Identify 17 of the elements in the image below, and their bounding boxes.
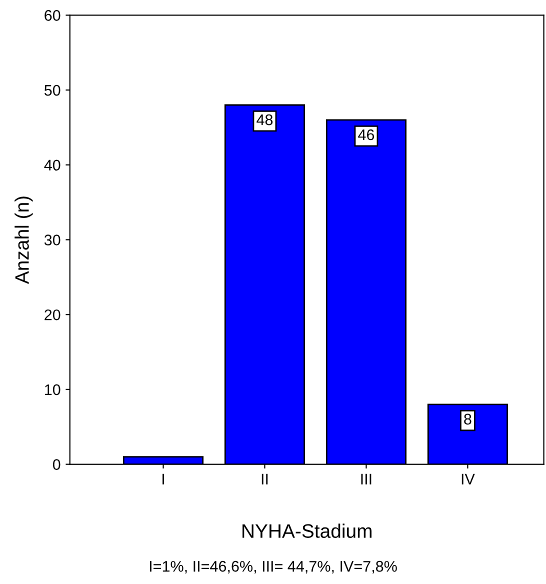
x-tick-label: IV xyxy=(462,474,475,484)
data-label: 48 xyxy=(256,114,273,126)
text: I=1%, II=46,6%, III= 44,7%, IV=7,8% xyxy=(150,560,397,574)
y-tick-label: 60 xyxy=(44,10,60,21)
data-label: 8 xyxy=(464,414,472,425)
y-tick-label: 20 xyxy=(44,309,60,320)
y-tick-label: 10 xyxy=(45,384,60,396)
x-axis-title: NYHA-Stadium xyxy=(242,524,372,538)
y-axis-title: Anzahl (n) xyxy=(14,196,33,284)
y-tick-label: 0 xyxy=(52,459,60,470)
y-tick-label: 50 xyxy=(44,84,60,96)
x-tick-label: III xyxy=(361,474,372,484)
data-label: 46 xyxy=(358,129,374,140)
x-tick-label: II xyxy=(262,474,268,484)
y-tick-label: 30 xyxy=(44,234,60,246)
x-tick-label: I xyxy=(162,474,164,484)
y-tick-label: 40 xyxy=(44,160,60,171)
